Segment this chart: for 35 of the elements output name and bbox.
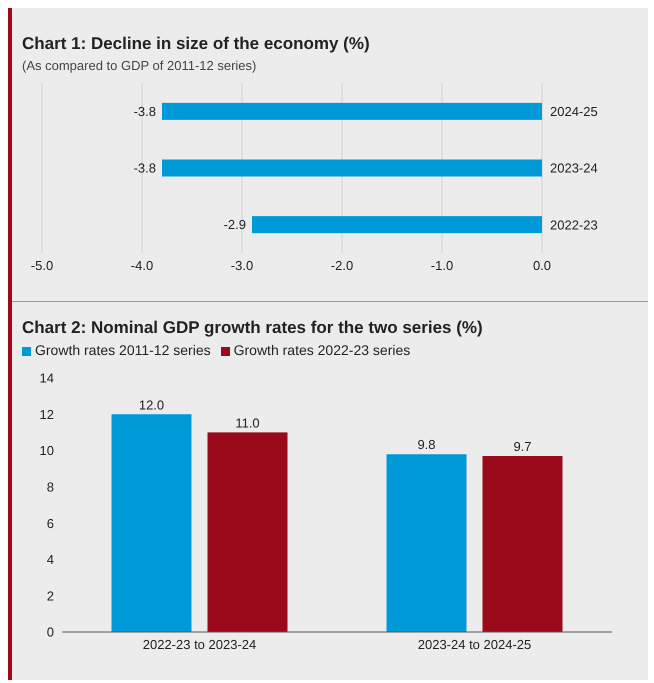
x-tick-label: -3.0 [230, 258, 254, 274]
bar [208, 432, 288, 632]
y-tick-label: 2 [46, 588, 54, 604]
x-tick-label: -2.0 [330, 258, 354, 274]
y-tick-label: 2024-25 [550, 104, 598, 119]
x-tick-label: 0.0 [532, 258, 552, 274]
x-tick-label: -1.0 [430, 258, 454, 274]
y-tick-label: 2022-23 [550, 217, 598, 232]
bar [482, 456, 562, 632]
data-label: -2.9 [224, 217, 246, 232]
data-label: 9.8 [417, 437, 436, 452]
x-tick-label: -5.0 [30, 258, 54, 274]
y-tick-label: 10 [40, 443, 54, 458]
y-tick-label: 4 [46, 552, 54, 568]
y-tick-label: 12 [40, 406, 54, 422]
chart-title: Chart 2: Nominal GDP growth rates for the two series (%) [22, 318, 484, 338]
data-label: 12.0 [138, 397, 164, 412]
bar [112, 414, 192, 632]
legend-label: Growth rates 2011-12 series [35, 342, 211, 358]
y-tick-label: 2023-24 [550, 160, 598, 176]
y-tick-label: 14 [40, 370, 54, 386]
chart-title: Chart 1: Decline in size of the economy (%) [22, 34, 371, 54]
data-label: 9.7 [513, 439, 532, 454]
bar [386, 454, 466, 632]
legend-label: Growth rates 2022-23 series [234, 342, 410, 358]
x-tick-label: 2022-23 to 2023-24 [142, 637, 256, 652]
data-label: -3.8 [134, 104, 156, 119]
x-tick-label: 2023-24 to 2024-25 [418, 637, 532, 652]
data-label: 11.0 [235, 415, 260, 430]
data-label: -3.8 [134, 160, 156, 176]
chart-subtitle: (As compared to GDP of 2011-12 series) [22, 58, 258, 73]
y-tick-label: 6 [46, 516, 54, 531]
y-tick-label: 8 [46, 479, 54, 494]
x-tick-label: -4.0 [130, 258, 154, 274]
y-tick-label: 0 [46, 624, 54, 640]
